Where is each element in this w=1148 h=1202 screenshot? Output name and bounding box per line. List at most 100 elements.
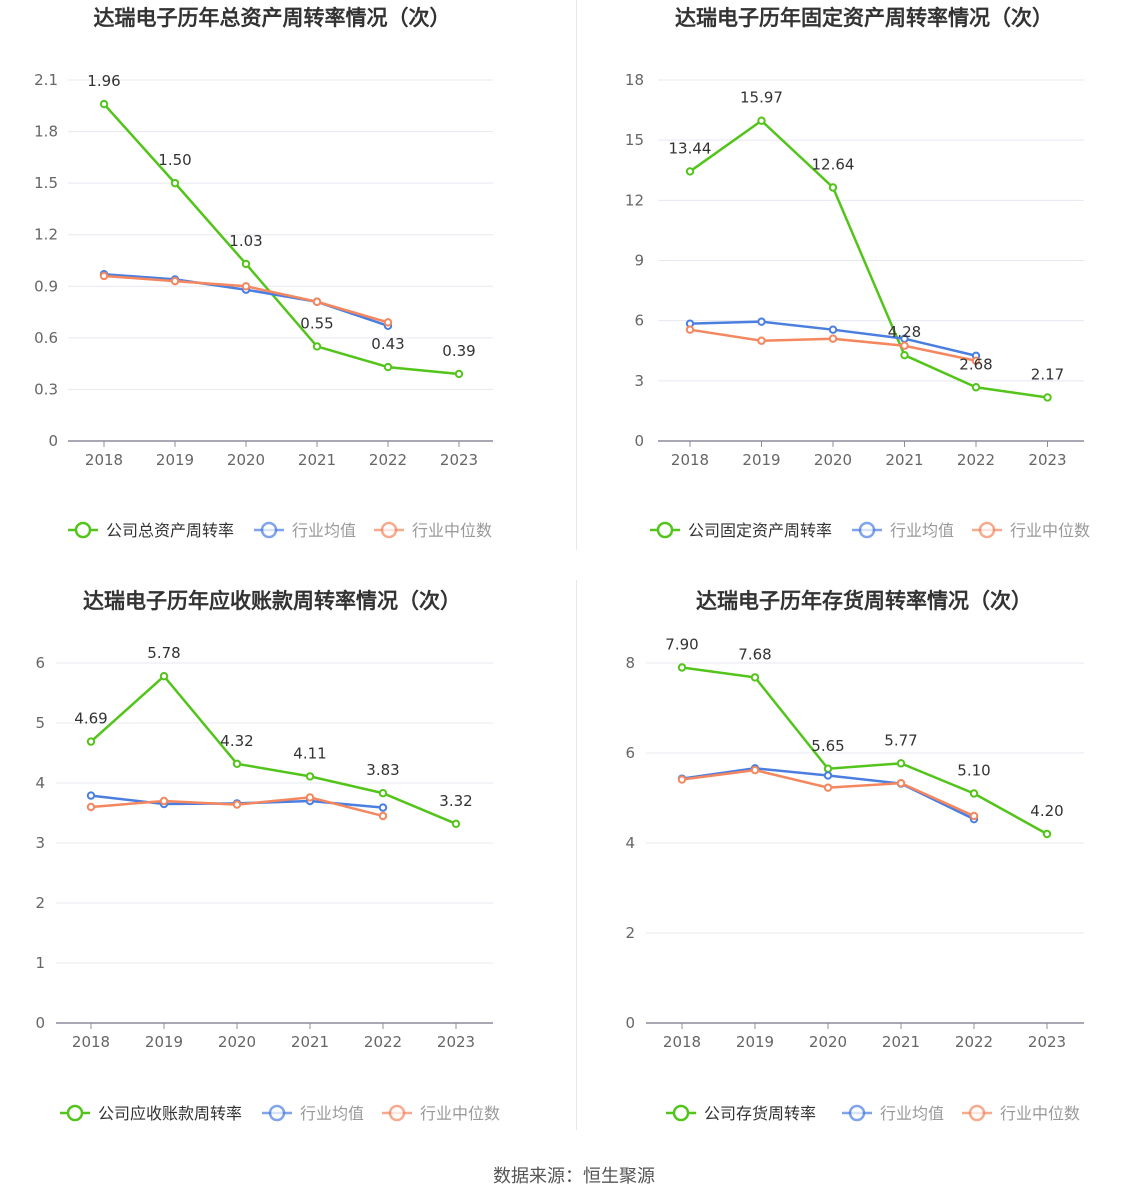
data-label: 0.39 [442,342,475,360]
legend-label: 公司应收账款周转率 [98,1104,242,1123]
x-tick-label: 2022 [369,451,407,469]
data-point-company [312,342,322,351]
data-point-company [99,99,109,109]
data-label: 5.77 [884,731,917,749]
data-point-company [823,764,833,773]
legend-label: 行业中位数 [420,1104,500,1123]
data-label: 12.64 [812,155,855,173]
y-tick-label: 12 [625,191,644,209]
x-tick-label: 2023 [440,451,478,469]
data-point-industry-median [685,325,695,334]
data-point-industry-median [378,811,388,821]
x-tick-label: 2021 [885,451,923,469]
data-label: 7.90 [665,636,698,654]
y-tick-label: 0 [634,432,644,450]
data-point-industry-median [750,765,760,775]
legend-item-industry-median: 行业中位数 [962,1104,1080,1123]
y-tick-label: 5 [35,714,45,732]
legend-item-industry-average: 行业均值 [254,521,356,540]
legend-label: 公司总资产周转率 [106,521,234,540]
data-point-industry-average [86,791,96,800]
y-tick-label: 6 [625,744,635,762]
legend-label: 行业均值 [300,1104,364,1123]
data-point-industry-median [86,802,96,812]
data-point-industry-average [757,317,766,326]
data-point-industry-median [823,783,833,792]
series-line-company [689,119,1048,399]
data-point-company [451,819,461,829]
series-line-company [681,666,1048,836]
data-point-company [170,178,180,188]
x-tick-label: 2023 [1028,451,1066,469]
data-label: 2.17 [1031,365,1064,383]
data-point-company [896,759,906,768]
series-line-company [103,103,460,376]
y-tick-label: 9 [634,252,644,270]
legend-item-industry-average: 行业均值 [262,1104,364,1123]
data-point-industry-median [677,775,687,784]
legend-marker [268,1104,286,1122]
data-point-industry-median [312,297,322,306]
data-point-company [1043,393,1052,402]
x-tick-label: 2022 [364,1033,402,1051]
data-label: 5.10 [957,762,990,780]
chart-panel-fixed-asset-turnover: 达瑞电子历年固定资产周转率情况（次） 0 3 6 9 12 15 18 2018 2019 2020… [578,0,1148,580]
y-tick-label: 3 [634,372,644,390]
data-point-company [828,183,838,192]
y-tick-label: 1 [35,954,45,972]
data-point-industry-median [828,334,838,343]
data-point-industry-median [305,793,315,802]
data-point-company [159,672,169,681]
data-point-industry-median [159,796,169,806]
y-tick-label: 0.3 [34,380,58,398]
x-tick-label: 2020 [218,1033,256,1051]
data-point-company [383,362,393,372]
legend-item-company: 公司总资产周转率 [68,521,234,540]
x-tick-label: 2020 [809,1033,847,1051]
data-point-industry-average [378,803,388,812]
series-line-industry-average [103,273,389,328]
x-tick-label: 2018 [663,1033,701,1051]
legend-item-industry-median: 行业中位数 [382,1104,500,1123]
legend-marker [848,1104,866,1122]
y-tick-label: 0.9 [34,277,58,295]
legend-marker [672,1104,690,1122]
legend-marker [260,521,278,539]
y-tick-label: 0.6 [34,329,58,347]
x-tick-label: 2022 [955,1033,993,1051]
data-point-company [969,789,979,798]
legend-item-industry-average: 行业均值 [842,1104,944,1123]
data-label: 5.65 [811,737,844,755]
legend-label: 行业中位数 [412,521,492,540]
data-label: 4.69 [74,710,107,728]
data-point-industry-median [170,276,180,286]
y-tick-label: 6 [35,654,45,672]
y-tick-label: 6 [634,312,644,330]
data-point-industry-average [828,325,838,334]
y-tick-label: 0 [35,1014,45,1032]
data-label: 5.78 [147,644,180,662]
vertical-divider-top [576,0,577,550]
legend-marker [968,1104,986,1122]
data-point-industry-median [99,271,109,281]
legend-label: 行业中位数 [1000,1104,1080,1123]
x-tick-label: 2023 [437,1033,475,1051]
chart-title: 达瑞电子历年应收账款周转率情况（次） [83,589,461,613]
data-point-industry-median [971,356,981,365]
y-tick-label: 8 [625,654,635,672]
data-point-company [1042,829,1052,839]
y-tick-label: 0 [48,432,58,450]
chart-panel-inventory-turnover: 达瑞电子历年存货周转率情况（次） 0 2 4 6 8 2018 2019 2020 2021 202… [578,583,1148,1163]
data-label: 0.43 [371,335,404,353]
data-point-industry-average [823,771,833,780]
y-tick-label: 18 [625,71,644,89]
data-point-company [750,673,760,682]
legend-marker [656,521,674,539]
data-point-company [86,737,96,746]
x-tick-label: 2022 [957,451,995,469]
legend-item-industry-median: 行业中位数 [972,521,1090,540]
data-point-company [241,259,251,269]
data-label: 4.20 [1030,802,1063,820]
data-source-label: 数据来源：恒生聚源 [493,1166,655,1187]
legend-label: 行业均值 [292,521,356,540]
